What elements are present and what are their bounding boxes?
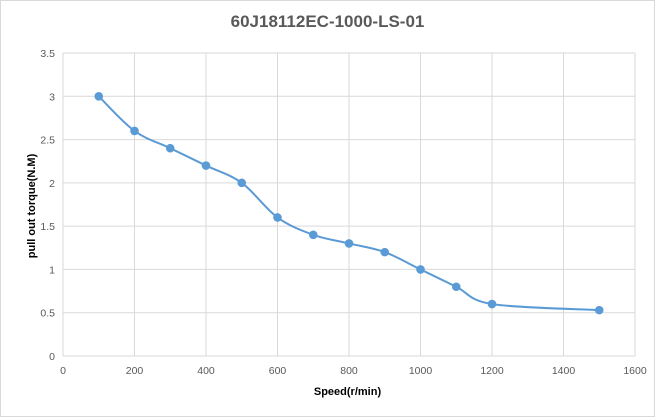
data-point xyxy=(594,305,604,315)
data-point xyxy=(344,239,354,248)
x-tick-label: 0 xyxy=(60,365,66,377)
x-axis-title: Speed(r/min) xyxy=(313,386,382,398)
x-tick-label: 1000 xyxy=(409,365,433,377)
data-point xyxy=(451,282,461,292)
y-tick-label: 1 xyxy=(49,264,55,276)
y-tick-label: 2 xyxy=(49,178,55,190)
data-point xyxy=(130,126,139,136)
y-tick-label: 0.5 xyxy=(40,308,55,320)
data-point xyxy=(237,178,247,188)
data-point xyxy=(308,230,318,240)
x-tick-label: 200 xyxy=(126,365,144,377)
data-point xyxy=(94,91,104,101)
x-tick-label: 1600 xyxy=(623,365,647,377)
x-tick-label: 400 xyxy=(197,365,215,377)
x-tick-label: 600 xyxy=(269,365,287,377)
y-tick-label: 2.5 xyxy=(40,135,55,147)
data-point xyxy=(273,213,282,222)
data-point xyxy=(201,161,211,170)
y-tick-label: 1.5 xyxy=(40,221,55,233)
data-point xyxy=(165,143,175,153)
x-tick-label: 1400 xyxy=(552,365,576,377)
y-tick-label: 3.5 xyxy=(40,48,55,60)
chart-title: 60J18112EC-1000-LS-01 xyxy=(230,12,425,31)
data-point xyxy=(416,265,425,274)
y-tick-label: 3 xyxy=(49,91,55,103)
data-point xyxy=(487,299,497,309)
y-tick-label: 0 xyxy=(49,351,55,363)
x-tick-label: 1200 xyxy=(480,365,504,377)
data-point xyxy=(380,247,390,257)
x-tick-label: 800 xyxy=(340,365,358,377)
